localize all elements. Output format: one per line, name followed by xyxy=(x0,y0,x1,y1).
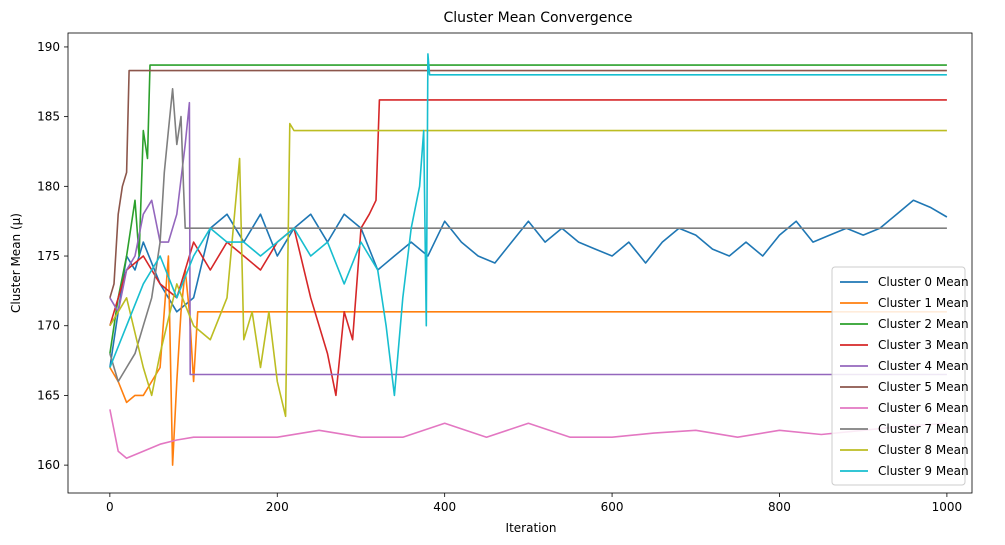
y-tick-label: 165 xyxy=(37,388,60,402)
series-line-cluster-7 xyxy=(109,88,947,383)
x-axis-label: Iteration xyxy=(506,521,557,535)
series-line-cluster-9 xyxy=(109,53,947,397)
y-tick-label: 190 xyxy=(37,40,60,54)
plot-frame xyxy=(67,32,973,494)
legend-box xyxy=(831,266,966,486)
legend-label-cluster-3: Cluster 3 Mean xyxy=(878,338,969,352)
legend-label-cluster-9: Cluster 9 Mean xyxy=(878,464,969,478)
x-tick-label: 600 xyxy=(601,500,624,514)
series-line-cluster-0 xyxy=(109,199,948,368)
y-tick-label: 170 xyxy=(37,319,60,333)
legend-label-cluster-8: Cluster 8 Mean xyxy=(878,443,969,457)
y-axis: 160 165 170 175 180 185 190 xyxy=(37,40,68,472)
y-tick-label: 180 xyxy=(37,179,60,193)
legend-label-cluster-6: Cluster 6 Mean xyxy=(878,401,969,415)
series-line-cluster-4 xyxy=(109,101,947,376)
x-tick-label: 800 xyxy=(768,500,791,514)
chart-title: Cluster Mean Convergence xyxy=(443,10,632,26)
series-line-cluster-6 xyxy=(109,409,947,459)
y-axis-label: Cluster Mean (μ) xyxy=(9,213,23,313)
y-tick-label: 185 xyxy=(37,110,60,124)
series-line-cluster-8 xyxy=(109,122,947,418)
legend-label-cluster-0: Cluster 0 Mean xyxy=(878,275,969,289)
chart-legend: Cluster 0 Mean Cluster 1 Mean Cluster 2 Me… xyxy=(831,266,969,486)
y-tick-label: 160 xyxy=(37,458,60,472)
legend-label-cluster-2: Cluster 2 Mean xyxy=(878,317,969,331)
plot-area xyxy=(109,53,948,466)
legend-label-cluster-1: Cluster 1 Mean xyxy=(878,296,969,310)
x-tick-label: 400 xyxy=(433,500,456,514)
series-line-cluster-5 xyxy=(109,69,947,299)
series-line-cluster-3 xyxy=(109,99,947,397)
series-line-cluster-2 xyxy=(109,64,947,354)
x-tick-label: 0 xyxy=(106,500,114,514)
x-tick-label: 200 xyxy=(266,500,289,514)
legend-label-cluster-4: Cluster 4 Mean xyxy=(878,359,969,373)
series-line-cluster-1 xyxy=(109,255,947,466)
legend-label-cluster-5: Cluster 5 Mean xyxy=(878,380,969,394)
x-axis: 0 200 400 600 800 1000 xyxy=(106,493,962,514)
x-tick-label: 1000 xyxy=(932,500,963,514)
legend-label-cluster-7: Cluster 7 Mean xyxy=(878,422,969,436)
y-tick-label: 175 xyxy=(37,249,60,263)
